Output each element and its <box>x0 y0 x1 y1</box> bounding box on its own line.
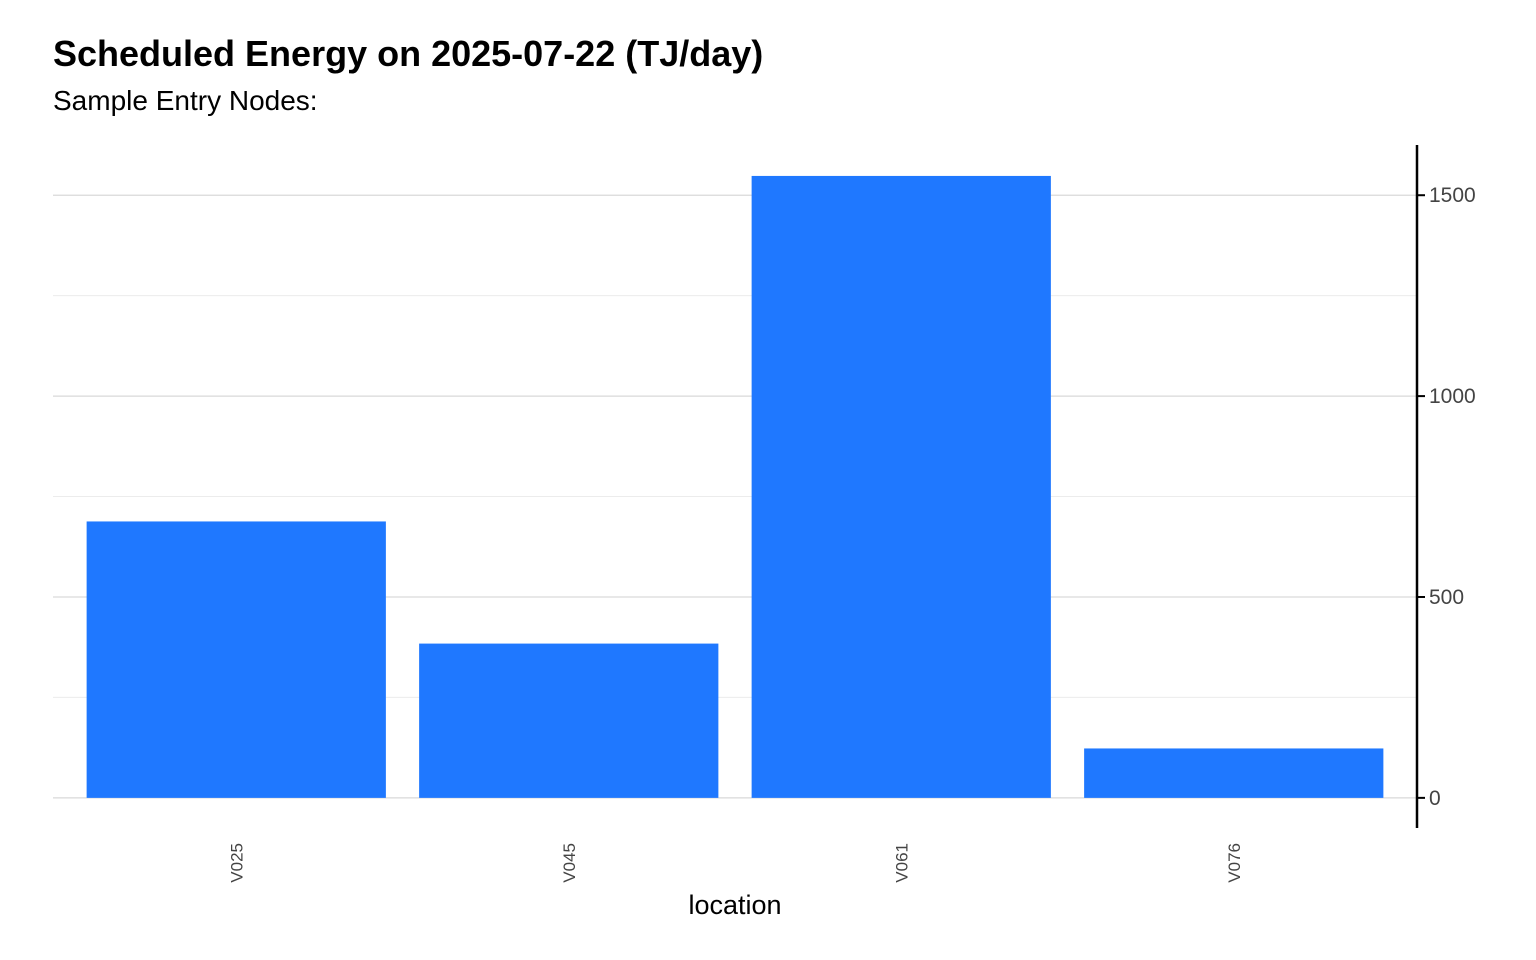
y-axis <box>1415 145 1425 828</box>
y-tick-label: 1000 <box>1429 385 1476 408</box>
chart-title: Scheduled Energy on 2025-07-22 (TJ/day) <box>53 33 764 74</box>
bars <box>86 175 1384 798</box>
bar-v045 <box>419 643 719 798</box>
x-tick-label: V061 <box>892 843 911 883</box>
y-tick-label: 500 <box>1429 586 1464 609</box>
x-tick-label: V025 <box>227 843 246 883</box>
y-tick-label: 1500 <box>1429 184 1476 207</box>
chart-subtitle: Sample Entry Nodes: <box>53 85 318 116</box>
x-tick-label: V076 <box>1225 843 1244 883</box>
y-tick-label: 0 <box>1429 787 1441 810</box>
x-tick-label: V045 <box>560 843 579 883</box>
tick-labels: V025 V045 V061 V076 0 500 1000 1500 <box>227 184 1475 882</box>
bar-v076 <box>1084 748 1384 798</box>
bar-v025 <box>86 521 386 798</box>
x-axis-title: location <box>688 890 781 920</box>
bar-v061 <box>751 175 1051 798</box>
